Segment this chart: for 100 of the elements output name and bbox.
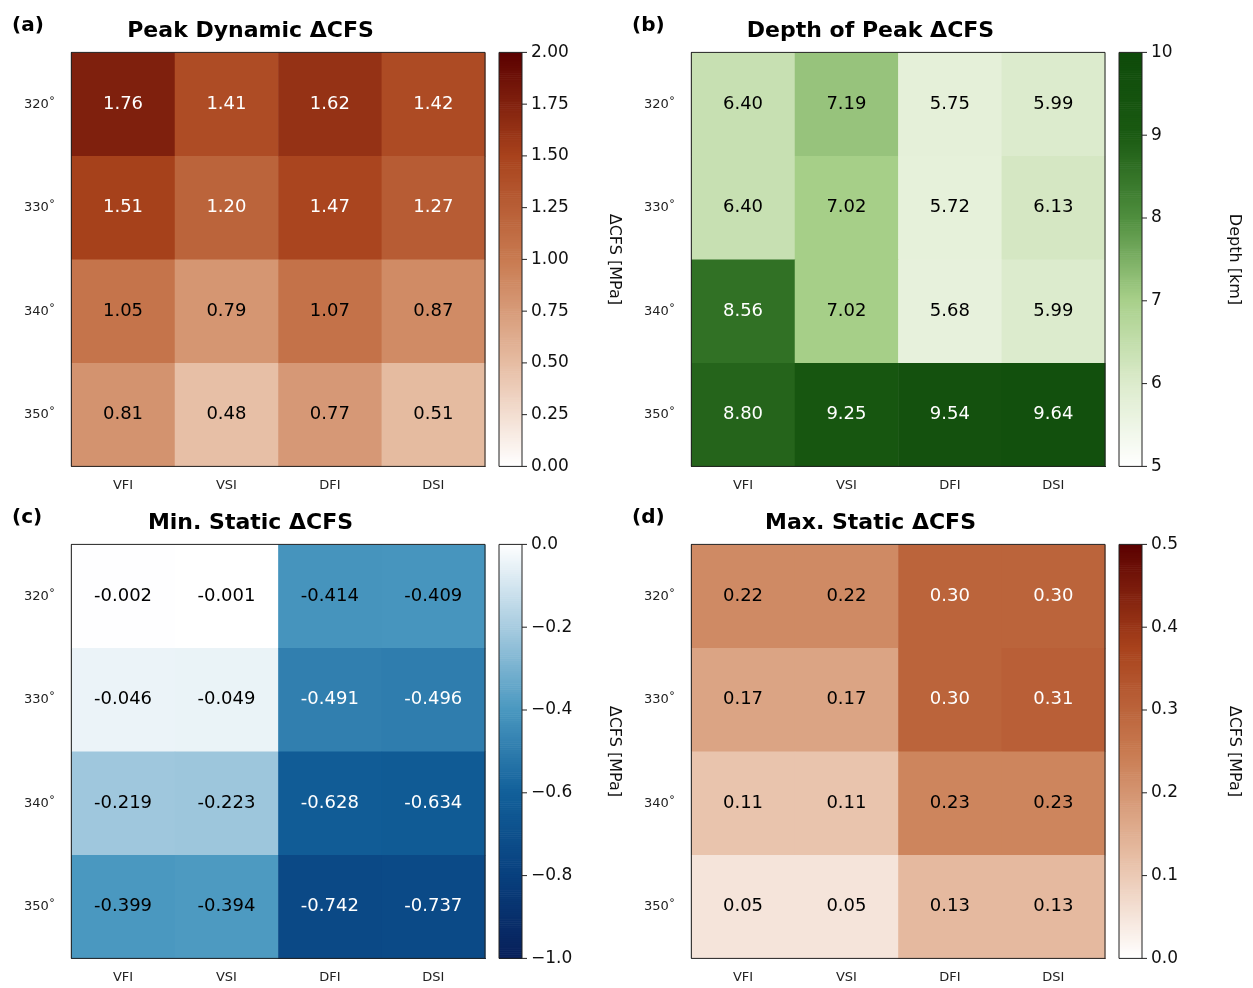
data-label: 0.11 <box>826 790 867 812</box>
data-label: 0.31 <box>1033 687 1074 709</box>
y-tick-label: 330˚ <box>23 199 56 215</box>
data-label: 9.54 <box>929 402 970 424</box>
data-label: 0.30 <box>929 583 970 605</box>
data-label: 0.48 <box>206 402 247 424</box>
data-label: 1.51 <box>102 195 144 217</box>
color-bar-label: 1.75 <box>531 92 569 113</box>
data-label: -0.742 <box>300 894 359 916</box>
data-label: -0.737 <box>404 894 463 916</box>
color-bar-title: ΔCFS [MPa] <box>1225 705 1245 798</box>
data-label: 7.19 <box>826 91 867 113</box>
data-label: 1.05 <box>102 298 144 320</box>
x-tick-label: DSI <box>422 476 445 492</box>
y-tick-label: 320˚ <box>23 587 56 603</box>
data-label: -0.223 <box>197 790 256 812</box>
color-bar-label: 0.75 <box>531 299 569 320</box>
color-bar-label: 0.4 <box>1151 615 1179 636</box>
text: (c) <box>12 504 43 528</box>
x-tick-label: VFI <box>112 968 134 984</box>
data-label: 0.05 <box>722 894 764 916</box>
color-bar-title: Depth [km] <box>1225 213 1245 305</box>
x-tick-label: DSI <box>1042 968 1065 984</box>
x-tick-label: DFI <box>939 476 961 492</box>
x-tick-label: VFI <box>112 476 134 492</box>
y-tick-label: 350˚ <box>643 406 676 422</box>
color-bar-label: 7 <box>1151 289 1162 310</box>
data-label: -0.001 <box>197 583 256 605</box>
data-label: 0.51 <box>413 402 454 424</box>
data-label: -0.496 <box>404 687 463 709</box>
x-tick-label: VSI <box>215 968 237 984</box>
data-label: 6.13 <box>1033 195 1074 217</box>
data-label: 0.17 <box>722 687 764 709</box>
data-label: 7.02 <box>826 298 867 320</box>
text: (d) <box>632 504 665 528</box>
data-label: 0.22 <box>722 583 764 605</box>
x-tick-label: DFI <box>319 968 341 984</box>
y-tick-label: 320˚ <box>643 95 676 111</box>
data-label: 5.99 <box>1033 91 1074 113</box>
data-label: 1.76 <box>102 91 144 113</box>
color-bar-label: 1.00 <box>531 247 569 268</box>
data-label: 5.99 <box>1033 298 1074 320</box>
color-bar-label: 0.25 <box>531 403 569 424</box>
color-bar-label: 0.2 <box>1151 781 1179 802</box>
chart-title: Depth of Peak ΔCFS <box>746 16 995 42</box>
color-bar-label: 0.0 <box>1151 946 1179 967</box>
data-label: 5.68 <box>929 298 970 320</box>
x-tick-label: DSI <box>422 968 445 984</box>
x-tick-label: VSI <box>215 476 237 492</box>
x-tick-label: VSI <box>835 476 857 492</box>
y-tick-label: 330˚ <box>643 691 676 707</box>
data-label: 9.25 <box>826 402 867 424</box>
data-label: 0.23 <box>1033 790 1074 812</box>
color-bar-label: −0.8 <box>531 864 573 885</box>
y-tick-label: 350˚ <box>23 406 56 422</box>
data-label: -0.394 <box>197 894 256 916</box>
data-label: 1.41 <box>206 91 247 113</box>
data-label: 0.30 <box>1033 583 1074 605</box>
data-label: 0.79 <box>206 298 247 320</box>
chart-title: Max. Static ΔCFS <box>765 508 976 534</box>
color-bar-label: 1.50 <box>531 144 569 165</box>
x-tick-label: VFI <box>732 476 754 492</box>
y-tick-label: 350˚ <box>643 898 676 914</box>
y-tick-label: 340˚ <box>23 302 56 318</box>
chart-title: Peak Dynamic ΔCFS <box>127 16 374 42</box>
color-bar-label: 1.25 <box>531 196 569 217</box>
data-label: 9.64 <box>1033 402 1074 424</box>
color-bar-label: 6 <box>1151 372 1162 393</box>
data-label: 0.17 <box>826 687 867 709</box>
data-label: 0.13 <box>929 894 970 916</box>
color-bar-label: −1.0 <box>531 946 573 967</box>
y-tick-label: 320˚ <box>643 587 676 603</box>
data-label: 5.72 <box>929 195 970 217</box>
data-label: -0.002 <box>94 583 153 605</box>
x-tick-label: DSI <box>1042 476 1065 492</box>
data-label: 1.62 <box>309 91 350 113</box>
data-label: -0.046 <box>94 687 153 709</box>
data-label: -0.634 <box>404 790 463 812</box>
data-label: 0.05 <box>826 894 867 916</box>
color-bar-label: −0.4 <box>531 698 573 719</box>
color-bar-title: ΔCFS [MPa] <box>605 213 625 306</box>
y-tick-label: 330˚ <box>643 199 676 215</box>
data-label: 1.07 <box>309 298 350 320</box>
data-label: -0.414 <box>300 583 359 605</box>
data-label: -0.628 <box>300 790 359 812</box>
data-label: 8.80 <box>722 402 764 424</box>
data-label: 6.40 <box>722 91 764 113</box>
color-bar-label: 0.5 <box>1151 532 1179 553</box>
data-label: 0.77 <box>309 402 350 424</box>
color-bar-label: 0.0 <box>531 532 559 553</box>
data-label: 0.13 <box>1033 894 1074 916</box>
y-tick-label: 340˚ <box>23 794 56 810</box>
data-label: -0.399 <box>94 894 153 916</box>
data-label: 6.40 <box>722 195 764 217</box>
color-bar-label: 0.1 <box>1151 864 1179 885</box>
text: (b) <box>632 12 665 36</box>
color-bar-label: 0.50 <box>531 351 569 372</box>
data-label: 0.11 <box>722 790 764 812</box>
color-bar-label: 10 <box>1151 40 1173 61</box>
chart-title: Min. Static ΔCFS <box>147 508 354 534</box>
